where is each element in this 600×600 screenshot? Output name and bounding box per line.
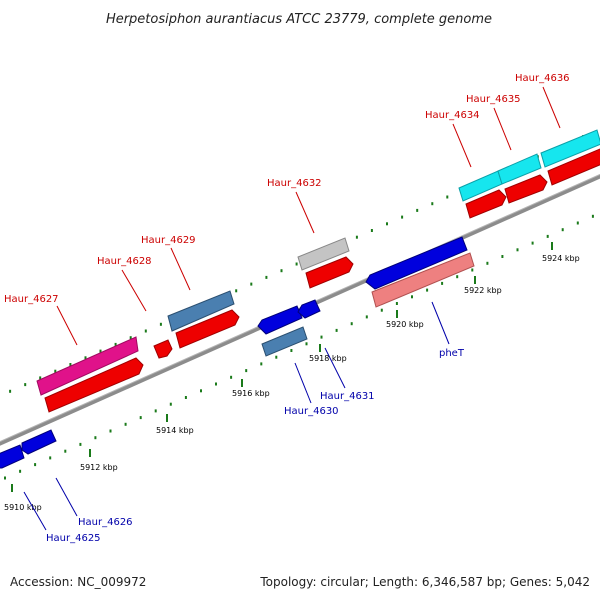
scale-dots-lower — [4, 214, 594, 480]
cds-haur-4630[interactable] — [261, 326, 308, 357]
label-haur-4631[interactable]: Haur_4631 — [320, 391, 375, 402]
label-haur-4626[interactable]: Haur_4626 — [78, 517, 133, 528]
label-haur-4630[interactable]: Haur_4630 — [284, 406, 339, 417]
label-haur-4627[interactable]: Haur_4627 — [4, 294, 59, 305]
label-haur-4634[interactable]: Haur_4634 — [425, 110, 480, 121]
tick-label: 5914 kbp — [156, 426, 194, 435]
cds-haur-4629[interactable] — [175, 309, 240, 349]
label-haur-4635[interactable]: Haur_4635 — [466, 94, 521, 105]
label-haur-4628[interactable]: Haur_4628 — [97, 256, 152, 267]
genome-title: Herpetosiphon aurantiacus ATCC 23779, co… — [106, 12, 492, 27]
tick-label: 5916 kbp — [232, 389, 270, 398]
label-phet[interactable]: pheT — [439, 348, 465, 359]
upper-strand-features — [36, 129, 600, 413]
gene-haur-4626[interactable] — [21, 429, 57, 455]
cds-phet[interactable] — [371, 252, 475, 308]
label-haur-4629[interactable]: Haur_4629 — [141, 235, 196, 246]
gene-labels-upper: Haur_4627 Haur_4628 Haur_4629 Haur_4632 … — [4, 73, 570, 305]
gene-haur-4629[interactable] — [167, 290, 235, 332]
gene-haur-4635[interactable] — [497, 153, 542, 185]
label-haur-4625[interactable]: Haur_4625 — [46, 533, 101, 544]
gene-haur-4628[interactable] — [153, 339, 173, 359]
label-haur-4632[interactable]: Haur_4632 — [267, 178, 322, 189]
gene-phet[interactable] — [365, 236, 468, 290]
gene-haur-4636[interactable] — [540, 129, 600, 168]
accession-text: Accession: NC_009972 — [10, 575, 146, 589]
cds-haur-4632[interactable] — [305, 256, 354, 289]
cds-haur-4635[interactable] — [504, 174, 548, 204]
label-leader-lines — [23, 86, 561, 531]
gene-haur-4632[interactable] — [297, 237, 350, 271]
tick-label: 5912 kbp — [80, 463, 118, 472]
gene-haur-4625[interactable] — [0, 444, 25, 469]
tick-label: 5918 kbp — [309, 354, 347, 363]
cds-haur-4627[interactable] — [44, 357, 144, 413]
label-haur-4636[interactable]: Haur_4636 — [515, 73, 570, 84]
tick-label: 5924 kbp — [542, 254, 580, 263]
gene-labels-lower: Haur_4625 Haur_4626 Haur_4630 Haur_4631 … — [46, 348, 465, 544]
gene-haur-4627[interactable] — [36, 336, 139, 396]
lower-strand-features — [0, 236, 475, 469]
genome-summary-text: Topology: circular; Length: 6,346,587 bp… — [259, 575, 590, 589]
gene-haur-4631[interactable] — [297, 299, 321, 319]
tick-label: 5922 kbp — [464, 286, 502, 295]
scale-major-ticks — [11, 242, 553, 492]
tick-label: 5910 kbp — [4, 503, 42, 512]
cds-haur-4636[interactable] — [547, 148, 600, 186]
scale-labels: 5910 kbp 5912 kbp 5914 kbp 5916 kbp 5918… — [4, 254, 580, 512]
cds-haur-4634[interactable] — [465, 189, 507, 219]
tick-label: 5920 kbp — [386, 320, 424, 329]
